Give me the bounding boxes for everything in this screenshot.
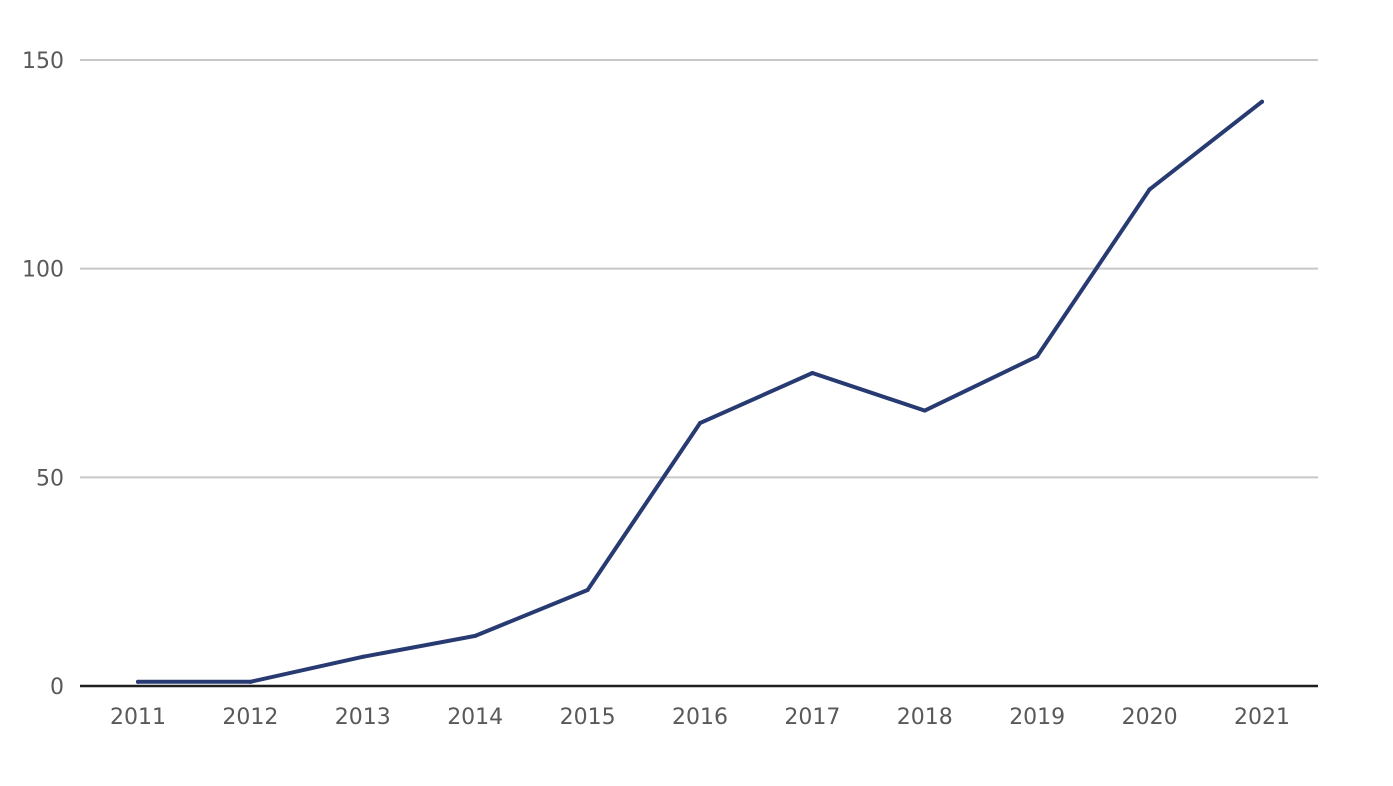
data-point-2016 — [698, 421, 702, 426]
series-line-0 — [136, 99, 1264, 684]
y-tick-label-0: 0 — [50, 675, 64, 700]
x-tick-label-2011: 2011 — [110, 705, 166, 730]
x-tick-label-2015: 2015 — [560, 705, 616, 730]
x-tick-label-2014: 2014 — [447, 705, 503, 730]
x-tick-label-2018: 2018 — [897, 705, 953, 730]
series-layer — [136, 99, 1264, 684]
x-axis-ticks: 2011 2012 2013 2014 2015 2016 2017 2018 2019 2020… — [110, 705, 1290, 730]
x-tick-label-2012: 2012 — [222, 705, 278, 730]
data-point-2020 — [1147, 187, 1152, 192]
y-axis-ticks: 0 50 100 150 — [22, 49, 64, 700]
data-point-2012 — [248, 679, 253, 684]
x-tick-label-2013: 2013 — [335, 705, 391, 730]
x-tick-label-2017: 2017 — [784, 705, 840, 730]
x-tick-label-2020: 2020 — [1122, 705, 1178, 730]
data-point-2018 — [922, 408, 927, 413]
x-tick-label-2021: 2021 — [1234, 705, 1290, 730]
gridlines — [80, 59, 1318, 479]
data-point-2013 — [360, 654, 365, 659]
data-point-2015 — [585, 588, 590, 593]
data-point-2011 — [136, 679, 140, 684]
data-point-2014 — [473, 633, 478, 638]
y-tick-label-100: 100 — [22, 258, 64, 283]
data-point-2017 — [810, 371, 815, 375]
data-point-2019 — [1035, 354, 1040, 359]
data-point-2021 — [1260, 99, 1264, 104]
x-tick-label-2019: 2019 — [1009, 705, 1065, 730]
y-tick-label-150: 150 — [22, 49, 64, 74]
y-tick-label-50: 50 — [36, 466, 64, 491]
x-tick-label-2016: 2016 — [672, 705, 728, 730]
